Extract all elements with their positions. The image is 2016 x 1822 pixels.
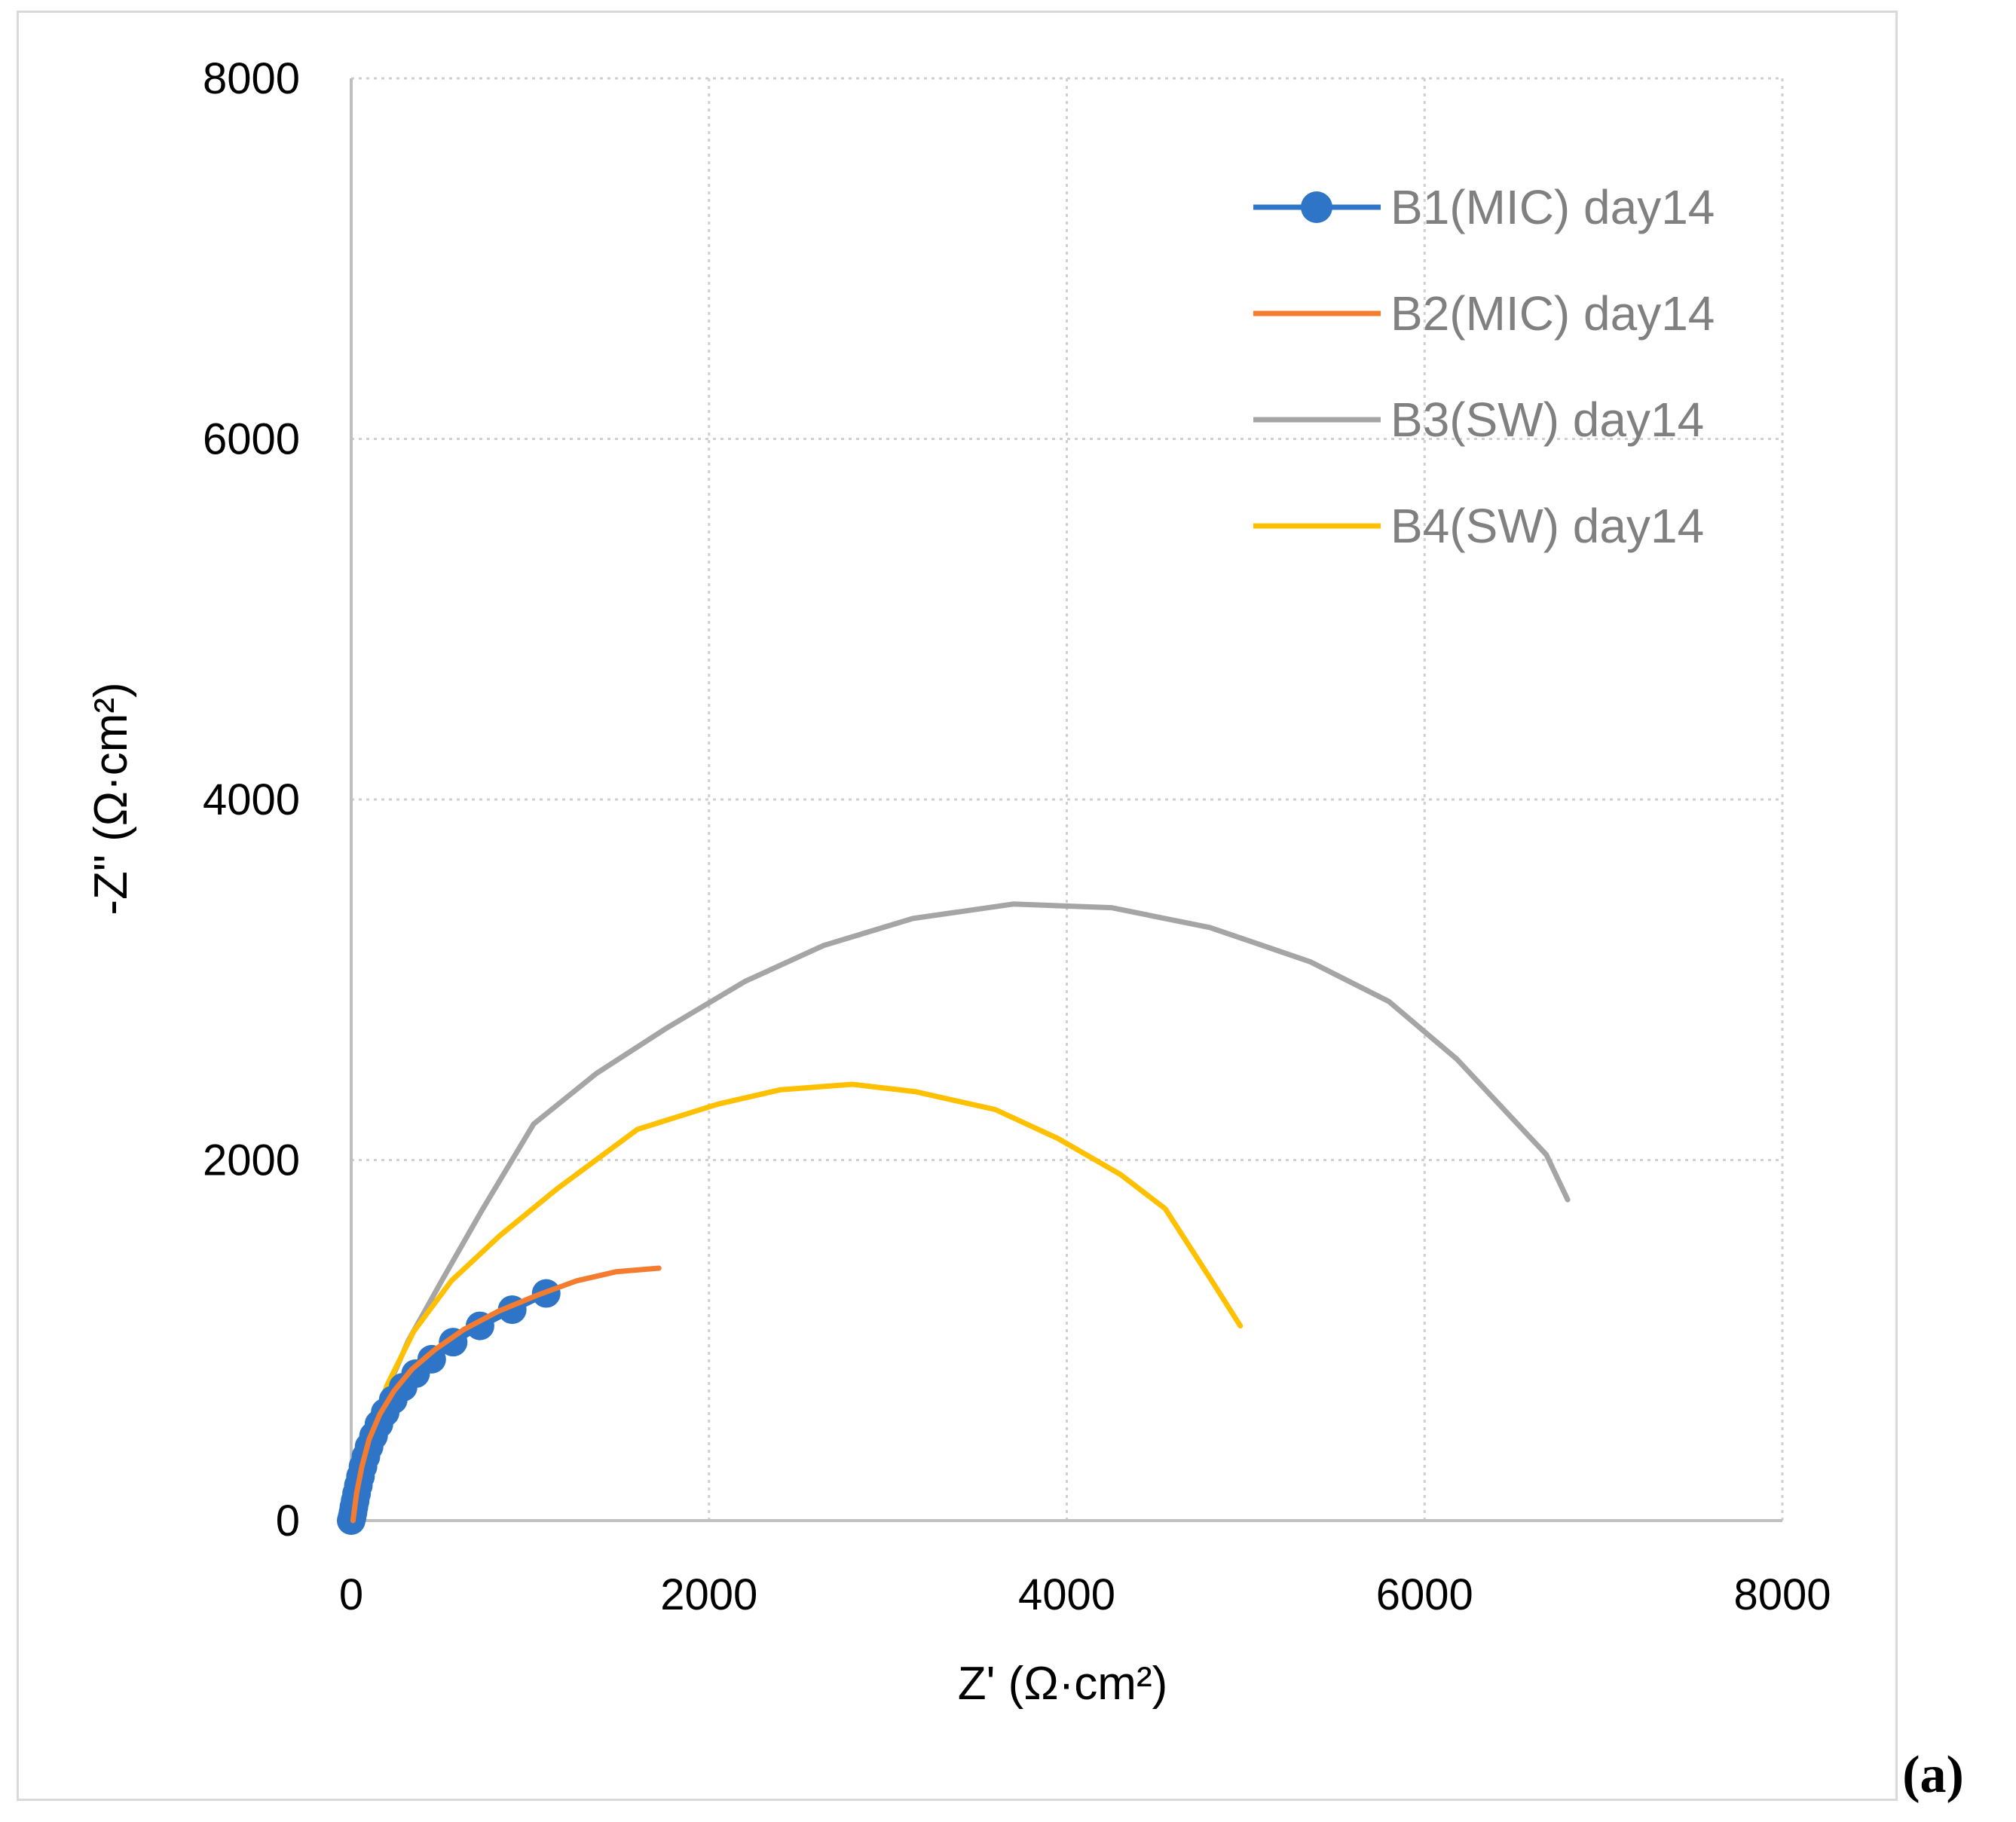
y-tick-label: 4000 bbox=[203, 775, 300, 824]
x-tick-label: 6000 bbox=[1376, 1570, 1473, 1619]
data-point-b1-mic-day14 bbox=[417, 1344, 446, 1374]
x-axis-label: Z' (Ω·cm²) bbox=[958, 1658, 1168, 1710]
series-line-b3-sw-day14 bbox=[352, 901, 1571, 1524]
legend-label-b3-sw-day14: B3(SW) day14 bbox=[1390, 393, 1704, 447]
x-tick-label: 2000 bbox=[660, 1570, 757, 1619]
figure-frame bbox=[17, 11, 1898, 1801]
legend-label-b1-mic-day14: B1(MIC) day14 bbox=[1390, 180, 1715, 234]
y-tick-label: 2000 bbox=[203, 1136, 300, 1185]
y-axis-label: -Z" (Ω·cm²) bbox=[85, 682, 137, 915]
x-tick-label: 0 bbox=[339, 1570, 363, 1619]
x-tick-label: 8000 bbox=[1733, 1570, 1831, 1619]
grid bbox=[351, 77, 1784, 1521]
series-line-b4-sw-day14 bbox=[352, 1081, 1244, 1524]
y-tick-label: 8000 bbox=[203, 54, 300, 103]
tick-labels: 0 2000 4000 6000 8000 0 2000 4000 6000 8000 bbox=[203, 54, 1831, 1619]
y-tick-label: 6000 bbox=[203, 415, 300, 464]
legend-marker-b1-mic-day14 bbox=[1301, 191, 1332, 223]
x-tick-label: 4000 bbox=[1018, 1570, 1115, 1619]
series-layer bbox=[337, 901, 1571, 1535]
legend-label-b4-sw-day14: B4(SW) day14 bbox=[1390, 499, 1704, 553]
legend-label-b2-mic-day14: B2(MIC) day14 bbox=[1390, 286, 1715, 341]
legend: B1(MIC) day14 B2(MIC) day14 B3(SW) day14 B4… bbox=[1253, 180, 1715, 553]
axes bbox=[350, 78, 1782, 1522]
panel-label: (a) bbox=[1902, 1746, 1964, 1804]
series-line-b2-mic-day14 bbox=[350, 1265, 662, 1524]
y-tick-label: 0 bbox=[276, 1496, 300, 1545]
